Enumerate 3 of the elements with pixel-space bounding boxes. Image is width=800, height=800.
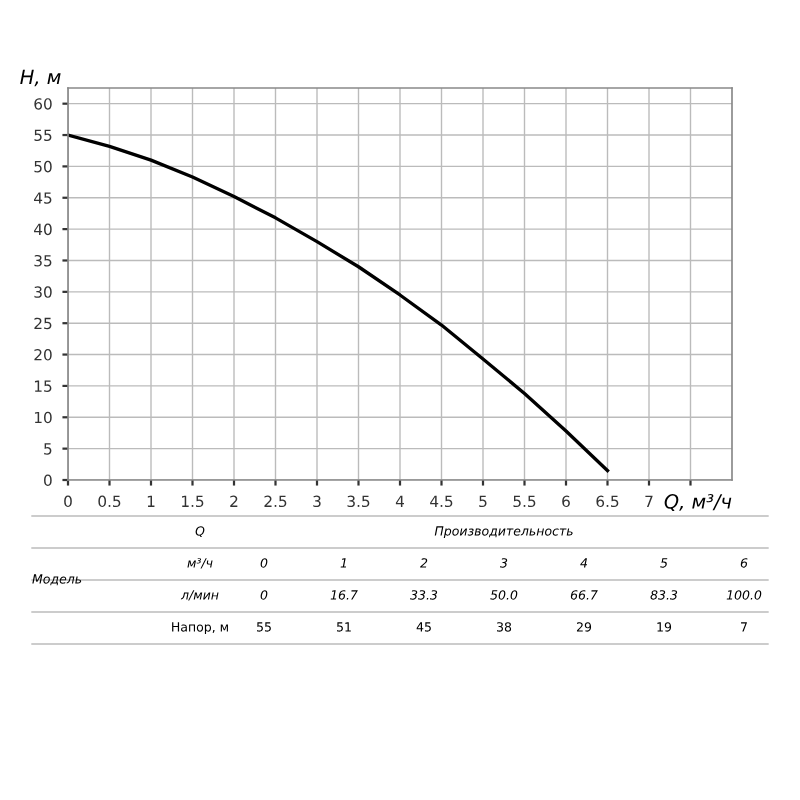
line-series [68,133,610,473]
x-axis-title: Q, м³/ч [664,494,732,511]
y-axis-title: H, м [20,69,61,87]
